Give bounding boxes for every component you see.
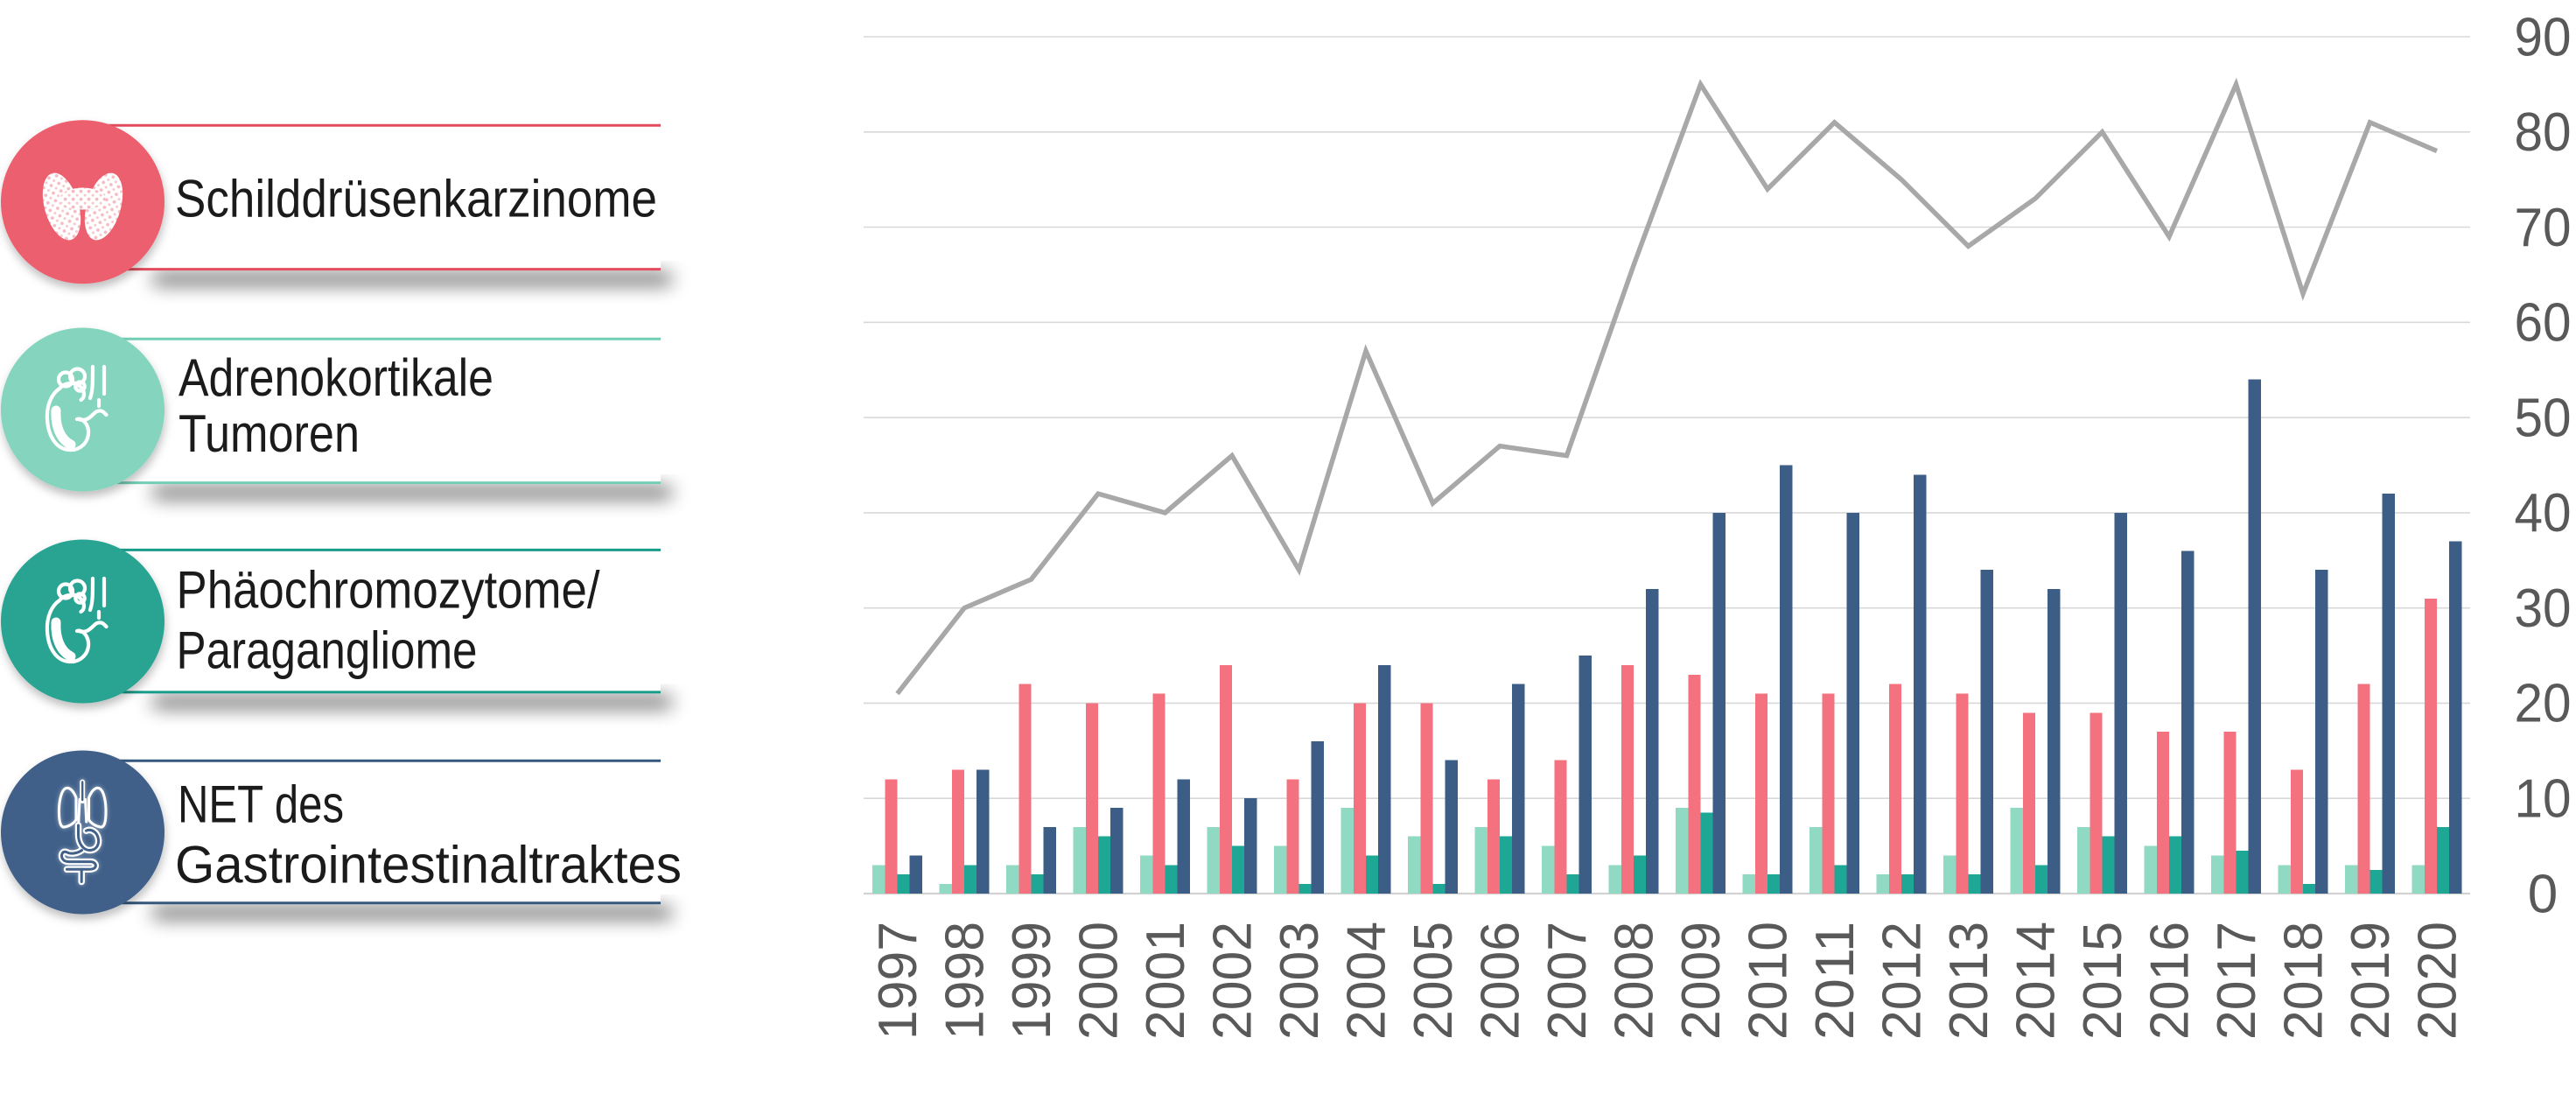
svg-text:2020: 2020 bbox=[2407, 922, 2468, 1040]
svg-text:2004: 2004 bbox=[1336, 922, 1396, 1040]
svg-text:2010: 2010 bbox=[1738, 922, 1798, 1040]
svg-text:Tumoren: Tumoren bbox=[178, 404, 360, 463]
svg-text:1999: 1999 bbox=[1002, 922, 1062, 1040]
svg-text:2019: 2019 bbox=[2341, 922, 2401, 1040]
svg-text:2002: 2002 bbox=[1202, 922, 1263, 1040]
svg-text:80: 80 bbox=[2515, 102, 2572, 163]
svg-text:30: 30 bbox=[2515, 579, 2572, 639]
svg-text:2012: 2012 bbox=[1872, 922, 1932, 1040]
svg-text:60: 60 bbox=[2515, 293, 2572, 354]
svg-text:Phäochromozytome/: Phäochromozytome/ bbox=[177, 561, 600, 620]
svg-text:2005: 2005 bbox=[1404, 922, 1464, 1040]
svg-text:1997: 1997 bbox=[868, 922, 928, 1040]
svg-text:2003: 2003 bbox=[1270, 922, 1330, 1040]
svg-text:NET des: NET des bbox=[178, 775, 344, 834]
svg-text:2014: 2014 bbox=[2006, 922, 2066, 1040]
svg-text:2008: 2008 bbox=[1604, 922, 1664, 1040]
svg-text:10: 10 bbox=[2515, 769, 2572, 830]
svg-text:50: 50 bbox=[2515, 388, 2572, 448]
svg-text:Paragangliome: Paragangliome bbox=[177, 621, 478, 680]
svg-text:Adrenokortikale: Adrenokortikale bbox=[178, 348, 494, 407]
svg-text:2000: 2000 bbox=[1068, 922, 1129, 1040]
svg-text:2017: 2017 bbox=[2207, 922, 2267, 1040]
svg-text:0: 0 bbox=[2528, 864, 2558, 924]
svg-text:2007: 2007 bbox=[1537, 922, 1598, 1040]
svg-text:Schilddrüsenkarzinome: Schilddrüsenkarzinome bbox=[175, 170, 657, 228]
svg-text:2009: 2009 bbox=[1671, 922, 1732, 1040]
svg-text:2016: 2016 bbox=[2139, 922, 2200, 1040]
svg-text:2015: 2015 bbox=[2073, 922, 2133, 1040]
svg-text:2006: 2006 bbox=[1470, 922, 1530, 1040]
svg-text:90: 90 bbox=[2515, 7, 2572, 67]
svg-text:1998: 1998 bbox=[934, 922, 995, 1040]
svg-text:2011: 2011 bbox=[1805, 922, 1866, 1040]
svg-text:2013: 2013 bbox=[1939, 922, 1999, 1040]
svg-text:40: 40 bbox=[2515, 483, 2572, 543]
svg-text:2018: 2018 bbox=[2273, 922, 2334, 1040]
svg-text:70: 70 bbox=[2515, 198, 2572, 258]
svg-text:Gastrointestinaltraktes: Gastrointestinaltraktes bbox=[175, 836, 682, 894]
svg-text:2001: 2001 bbox=[1136, 922, 1196, 1040]
svg-text:20: 20 bbox=[2515, 674, 2572, 734]
